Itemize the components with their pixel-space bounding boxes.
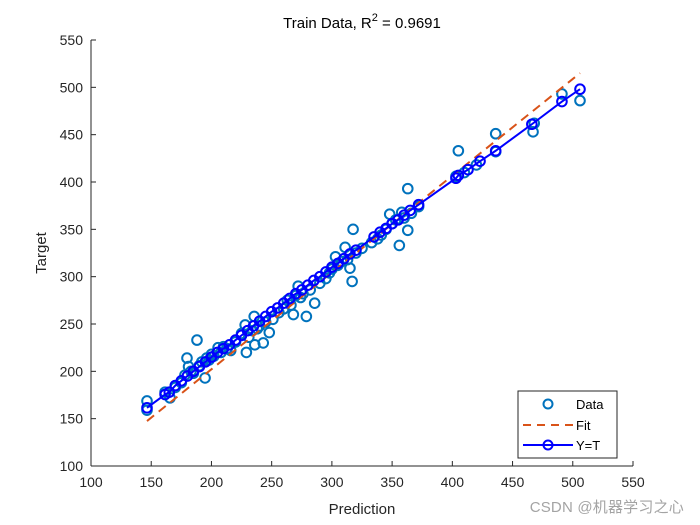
data-point-marker (344, 262, 356, 274)
x-tick-label: 500 (561, 474, 585, 490)
x-tick-label: 400 (441, 474, 465, 490)
y-tick-label: 450 (60, 127, 84, 143)
data-point-marker (401, 182, 414, 195)
y-equals-t-marker (350, 244, 362, 256)
legend-label-data: Data (576, 397, 604, 412)
watermark: CSDN @机器学习之心 (529, 499, 684, 516)
data-point-marker (489, 127, 502, 140)
y-equals-t-marker (404, 204, 416, 217)
legend: Data Fit Y=T (517, 390, 618, 459)
y-tick-label: 500 (60, 79, 84, 95)
chart-title: Train Data, R2 = 0.9691 (283, 12, 441, 32)
legend-data-marker-icon (542, 398, 554, 410)
data-point-marker (300, 310, 313, 323)
legend-yt-marker-icon (542, 439, 554, 451)
y-equals-t-marker (163, 386, 176, 398)
y-axis-ticks: 100 150 200 250 300 350 400 450 500 550 (60, 32, 96, 474)
x-tick-label: 250 (260, 474, 284, 490)
x-tick-label: 100 (79, 474, 103, 490)
axes: 100 150 200 250 300 350 400 450 500 550 100 150 200… (60, 32, 645, 490)
y-tick-label: 550 (60, 32, 84, 48)
y-tick-label: 250 (60, 316, 84, 332)
data-point-marker (240, 346, 253, 359)
x-tick-label: 350 (380, 474, 404, 490)
x-axis-label: Prediction (329, 501, 396, 518)
data-point-marker (239, 319, 251, 331)
x-tick-label: 200 (200, 474, 224, 490)
y-equals-t-marker (474, 155, 486, 167)
y-equals-t-marker (141, 401, 153, 414)
y-equals-t-line (146, 88, 581, 409)
y-equals-t-marker (462, 163, 474, 176)
data-point-marker (308, 297, 321, 309)
data-point-marker (347, 223, 359, 236)
y-equals-t-marker (556, 95, 568, 108)
data-point-marker (191, 334, 203, 346)
data-point-marker (556, 88, 568, 100)
y-equals-t-marker (412, 198, 425, 211)
x-tick-label: 300 (320, 474, 344, 490)
y-tick-label: 350 (60, 221, 84, 237)
y-tick-label: 150 (60, 411, 84, 427)
y-equals-t-marker (452, 169, 465, 182)
data-point-marker (267, 313, 279, 326)
data-point-marker (339, 241, 351, 254)
legend-label-yt: Y=T (576, 438, 600, 453)
y-tick-label: 100 (60, 458, 84, 474)
y-equals-t-marker (574, 83, 586, 96)
y-axis-label: Target (33, 231, 50, 274)
data-point-marker (257, 337, 270, 349)
data-point-marker (263, 326, 276, 339)
data-point-marker (199, 372, 211, 384)
y-tick-label: 300 (60, 269, 84, 285)
fit-line (146, 72, 581, 422)
y-equals-t-marker (489, 144, 502, 157)
y-tick-label: 400 (60, 174, 84, 190)
data-point-marker (320, 272, 332, 285)
data-point-marker (452, 144, 465, 157)
x-tick-label: 450 (501, 474, 525, 490)
x-axis-ticks: 100 150 200 250 300 350 400 450 500 550 (79, 461, 645, 490)
fit-line-layer (146, 72, 581, 422)
legend-label-fit: Fit (576, 418, 591, 433)
x-tick-label: 550 (621, 474, 645, 490)
data-point-marker (393, 239, 406, 252)
y-equals-t-marker (450, 172, 462, 185)
y-equals-t-marker (526, 118, 538, 131)
data-point-marker (287, 308, 300, 321)
y-equals-t-layer (141, 83, 586, 414)
data-point-marker (346, 275, 358, 288)
y-tick-label: 200 (60, 363, 84, 379)
data-point-marker (401, 224, 414, 237)
data-point-marker (574, 94, 586, 107)
x-tick-label: 150 (140, 474, 164, 490)
